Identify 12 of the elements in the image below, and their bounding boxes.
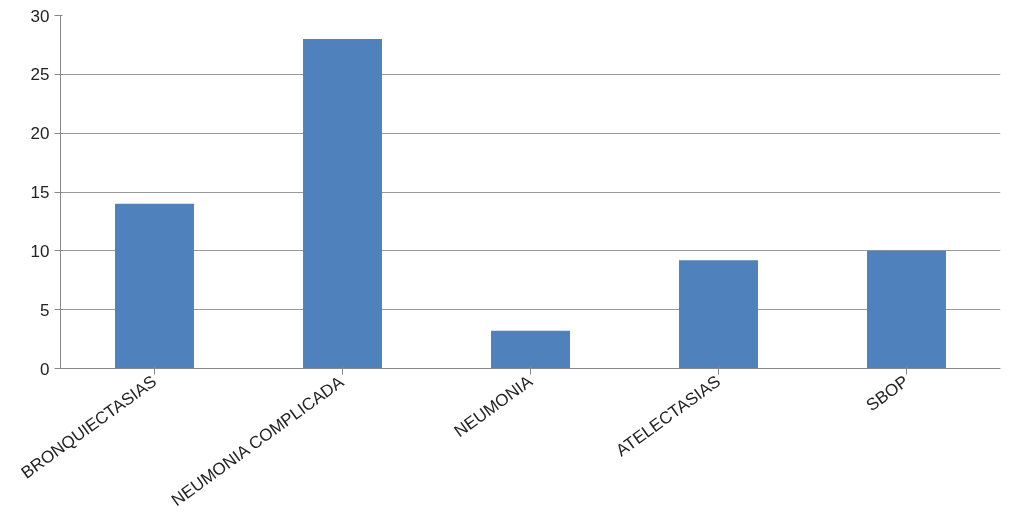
y-tick-label: 5: [40, 300, 50, 320]
bar: [115, 203, 194, 369]
bar: [303, 39, 382, 369]
y-tick-label: 0: [40, 359, 50, 379]
y-tick-label: 15: [30, 183, 50, 202]
y-tick-label: 25: [30, 65, 50, 85]
y-tick-label: 30: [30, 6, 50, 26]
y-tick-label: 20: [30, 124, 50, 144]
bar: [679, 260, 758, 369]
y-tick-label: 10: [30, 241, 50, 261]
bar: [491, 330, 570, 369]
bar: [867, 250, 946, 369]
